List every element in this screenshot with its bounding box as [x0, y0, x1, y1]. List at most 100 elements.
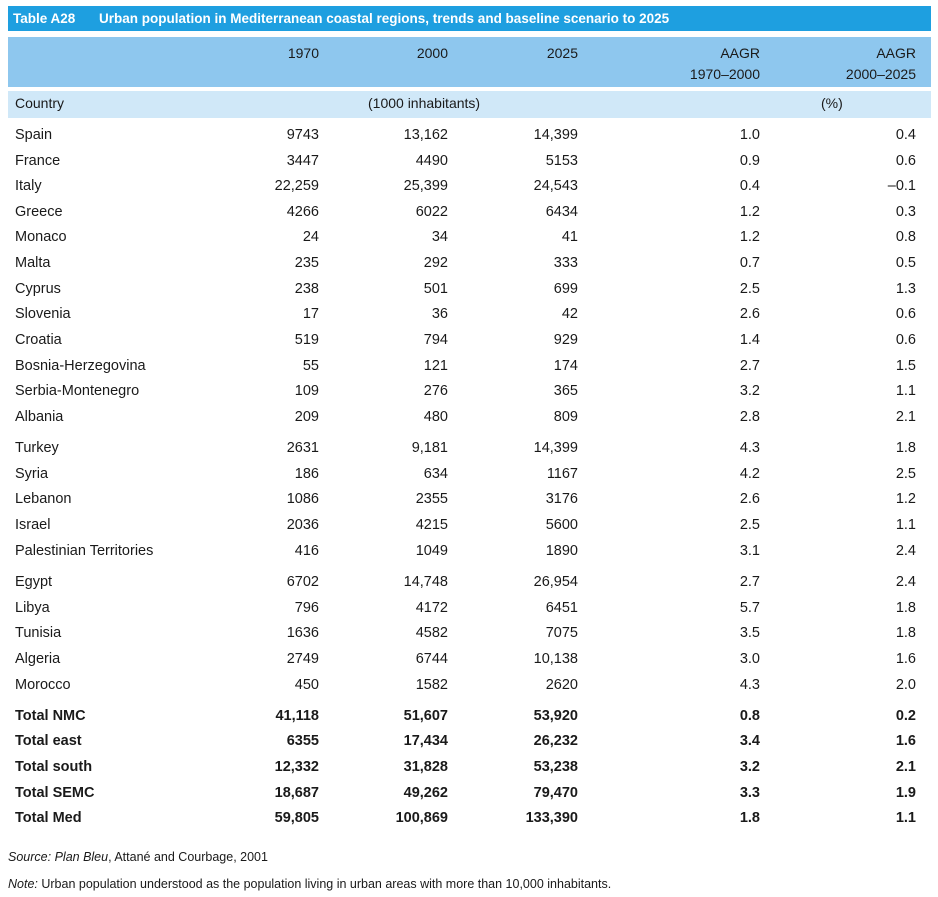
inhabitants-unit: (1000 inhabitants)	[368, 95, 481, 111]
cell-aagr-2000-2025: 2.4	[895, 543, 916, 559]
cell-country: France	[15, 153, 61, 169]
header-aagr-1970-2000: AAGR 1970–2000	[690, 43, 760, 85]
cell-aagr-1970-2000: 3.3	[739, 785, 760, 801]
header-aagr-2000-2025: AAGR 2000–2025	[846, 43, 916, 85]
cell-1970: 55	[302, 358, 319, 374]
cell-2025: 24,543	[533, 178, 578, 194]
source-label: Source:	[8, 850, 52, 864]
cell-1970: 4266	[286, 204, 319, 220]
table-tag: Table A28	[13, 11, 76, 26]
cell-aagr-1970-2000: 3.2	[739, 383, 760, 399]
cell-1970: 416	[294, 543, 319, 559]
header-aagr1-line1: AAGR	[720, 45, 760, 61]
note-label: Note:	[8, 877, 38, 891]
cell-2025: 699	[553, 281, 578, 297]
table-row: Cyprus 238 501 699 2.5 1.3	[8, 278, 931, 303]
table-row: Greece 4266 6022 6434 1.2 0.3	[8, 201, 931, 226]
cell-aagr-1970-2000: 2.5	[739, 281, 760, 297]
cell-1970: 519	[294, 332, 319, 348]
cell-aagr-1970-2000: 3.5	[739, 625, 760, 641]
cell-country: Tunisia	[15, 625, 62, 641]
cell-1970: 2749	[286, 651, 319, 667]
cell-2025: 333	[553, 255, 578, 271]
cell-country: Slovenia	[15, 306, 71, 322]
cell-aagr-2000-2025: 0.5	[895, 255, 916, 271]
cell-2000: 34	[431, 229, 448, 245]
cell-aagr-2000-2025: 1.8	[895, 600, 916, 616]
cell-aagr-1970-2000: 2.7	[739, 358, 760, 374]
cell-aagr-2000-2025: 0.6	[895, 306, 916, 322]
cell-1970: 186	[294, 466, 319, 482]
percent-unit: (%)	[821, 95, 843, 111]
header-2025: 2025	[546, 45, 578, 61]
cell-aagr-2000-2025: 2.0	[895, 677, 916, 693]
cell-2000: 1582	[415, 677, 448, 693]
table-title: Urban population in Mediterranean coasta…	[99, 11, 670, 26]
cell-2000: 13,162	[403, 127, 448, 143]
cell-aagr-1970-2000: 1.4	[739, 332, 760, 348]
table-row: Italy 22,259 25,399 24,543 0.4 –0.1	[8, 175, 931, 200]
cell-aagr-2000-2025: 2.1	[895, 409, 916, 425]
table-row: Libya 796 4172 6451 5.7 1.8	[8, 597, 931, 622]
cell-aagr-2000-2025: 2.1	[895, 759, 916, 775]
table-total-row: Total south 12,332 31,828 53,238 3.2 2.1	[8, 756, 931, 781]
cell-country: Total Med	[15, 810, 82, 826]
cell-aagr-1970-2000: 2.7	[739, 574, 760, 590]
cell-2000: 4582	[415, 625, 448, 641]
cell-2000: 4172	[415, 600, 448, 616]
table-row: Albania 209 480 809 2.8 2.1	[8, 406, 931, 431]
cell-aagr-2000-2025: 0.2	[895, 708, 916, 724]
cell-aagr-1970-2000: 4.2	[739, 466, 760, 482]
cell-country: Spain	[15, 127, 53, 143]
source-text: , Attané and Courbage, 2001	[108, 850, 268, 864]
table-total-row: Total east 6355 17,434 26,232 3.4 1.6	[8, 730, 931, 755]
table-row: Palestinian Territories 416 1049 1890 3.1 2.4	[8, 540, 931, 565]
cell-aagr-1970-2000: 2.8	[739, 409, 760, 425]
cell-aagr-1970-2000: 3.4	[739, 733, 760, 749]
cell-2025: 10,138	[533, 651, 578, 667]
cell-2000: 501	[423, 281, 448, 297]
cell-country: Turkey	[15, 440, 59, 456]
cell-1970: 41,118	[275, 708, 319, 724]
cell-aagr-1970-2000: 2.6	[739, 306, 760, 322]
cell-1970: 796	[294, 600, 319, 616]
cell-2000: 4490	[415, 153, 448, 169]
table-row: Morocco 450 1582 2620 4.3 2.0	[8, 674, 931, 699]
cell-country: Palestinian Territories	[15, 543, 154, 559]
cell-2000: 292	[423, 255, 448, 271]
source-italic: Plan Bleu	[54, 850, 109, 864]
header-aagr2-line2: 2000–2025	[845, 66, 916, 82]
cell-aagr-1970-2000: 4.3	[739, 677, 760, 693]
table-row: Croatia 519 794 929 1.4 0.6	[8, 329, 931, 354]
cell-aagr-1970-2000: 0.9	[739, 153, 760, 169]
cell-2000: 100,869	[395, 810, 448, 826]
cell-country: Serbia-Montenegro	[15, 383, 140, 399]
table-row: Turkey 2631 9,181 14,399 4.3 1.8	[8, 437, 931, 462]
cell-aagr-1970-2000: 1.8	[739, 810, 760, 826]
table-row: Slovenia 17 36 42 2.6 0.6	[8, 303, 931, 328]
cell-2025: 3176	[545, 491, 578, 507]
cell-country: Algeria	[15, 651, 61, 667]
table-total-row: Total Med 59,805 100,869 133,390 1.8 1.1	[8, 807, 931, 832]
cell-aagr-1970-2000: 2.6	[739, 491, 760, 507]
cell-1970: 450	[294, 677, 319, 693]
cell-2000: 14,748	[403, 574, 448, 590]
cell-2025: 5153	[545, 153, 578, 169]
cell-country: Monaco	[15, 229, 67, 245]
cell-1970: 9743	[286, 127, 319, 143]
cell-1970: 238	[294, 281, 319, 297]
cell-1970: 3447	[286, 153, 319, 169]
cell-2000: 25,399	[403, 178, 448, 194]
cell-aagr-2000-2025: 1.1	[895, 517, 916, 533]
cell-country: Greece	[15, 204, 63, 220]
cell-2000: 4215	[415, 517, 448, 533]
cell-2025: 174	[553, 358, 578, 374]
cell-aagr-2000-2025: 0.6	[895, 153, 916, 169]
table-row: France 3447 4490 5153 0.9 0.6	[8, 150, 931, 175]
table-title-bar: Table A28 Urban population in Mediterrane…	[8, 6, 931, 31]
cell-1970: 59,805	[274, 810, 319, 826]
cell-aagr-1970-2000: 1.2	[739, 204, 760, 220]
table-row: Egypt 6702 14,748 26,954 2.7 2.4	[8, 571, 931, 596]
cell-country: Libya	[15, 600, 50, 616]
note-text: Urban population understood as the popul…	[37, 877, 612, 891]
